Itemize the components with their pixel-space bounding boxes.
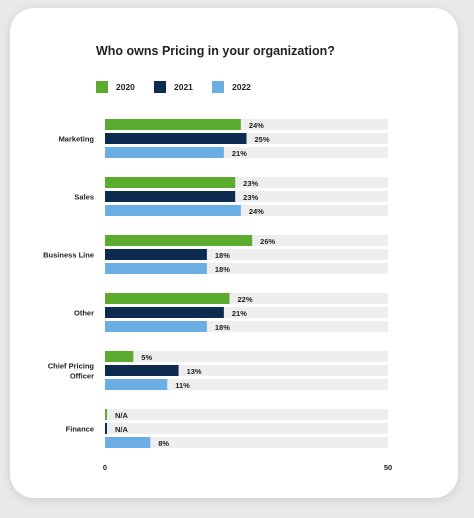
data-label-business-line-2020: 26%: [260, 237, 275, 246]
data-label-finance-2022: 8%: [158, 439, 169, 448]
bar-track-business-line-2022: [105, 263, 388, 274]
bar-finance-2020: [105, 409, 107, 420]
bar-track-finance-2020: [105, 409, 388, 420]
bar-track-marketing-2020: [105, 119, 388, 130]
bar-track-sales-2021: [105, 191, 388, 202]
bar-track-chief-pricing-officer-2020: [105, 351, 388, 362]
bar-chief-pricing-officer-2020: [105, 351, 134, 362]
bar-track-marketing-2022: [105, 147, 388, 158]
x-tick-label-1: 50: [384, 463, 392, 472]
legend-swatch-2020: [96, 81, 108, 93]
category-label-business-line: Business Line: [43, 251, 94, 260]
bar-other-2020: [105, 293, 230, 304]
data-label-chief-pricing-officer-2020: 5%: [141, 353, 152, 362]
category-label-chief-pricing-officer: Chief Pricing Officer: [48, 362, 95, 381]
bar-track-other-2020: [105, 293, 388, 304]
bar-track-other-2021: [105, 307, 388, 318]
bar-chief-pricing-officer-2022: [105, 379, 168, 390]
bar-marketing-2022: [105, 147, 224, 158]
legend-label-2020: 2020: [116, 82, 135, 92]
bar-sales-2022: [105, 205, 241, 216]
x-tick-label-0: 0: [103, 463, 107, 472]
category-label-marketing: Marketing: [59, 135, 95, 144]
bar-track-sales-2020: [105, 177, 388, 188]
legend-label-2021: 2021: [174, 82, 193, 92]
bar-business-line-2020: [105, 235, 253, 246]
data-label-business-line-2021: 18%: [215, 251, 230, 260]
data-label-chief-pricing-officer-2021: 13%: [187, 367, 202, 376]
bar-other-2022: [105, 321, 207, 332]
data-label-sales-2021: 23%: [243, 193, 258, 202]
chart-title: Who owns Pricing in your organization?: [96, 44, 335, 58]
data-label-finance-2020: N/A: [115, 411, 129, 420]
bar-track-sales-2022: [105, 205, 388, 216]
bar-finance-2021: [105, 423, 107, 434]
bar-marketing-2020: [105, 119, 241, 130]
legend-swatch-2022: [212, 81, 224, 93]
bar-chief-pricing-officer-2021: [105, 365, 179, 376]
bar-sales-2020: [105, 177, 236, 188]
bar-track-finance-2021: [105, 423, 388, 434]
data-label-chief-pricing-officer-2022: 11%: [175, 381, 190, 390]
data-label-sales-2022: 24%: [249, 207, 264, 216]
data-label-marketing-2021: 25%: [255, 135, 270, 144]
bar-track-finance-2022: [105, 437, 388, 448]
bar-sales-2021: [105, 191, 236, 202]
bar-track-chief-pricing-officer-2021: [105, 365, 388, 376]
data-label-sales-2020: 23%: [243, 179, 258, 188]
bar-marketing-2021: [105, 133, 247, 144]
category-label-sales: Sales: [74, 193, 94, 202]
data-label-other-2022: 18%: [215, 323, 230, 332]
bar-business-line-2021: [105, 249, 207, 260]
bar-finance-2022: [105, 437, 151, 448]
data-label-other-2021: 21%: [232, 309, 247, 318]
bar-track-chief-pricing-officer-2022: [105, 379, 388, 390]
bar-track-business-line-2021: [105, 249, 388, 260]
category-label-finance: Finance: [66, 425, 94, 434]
data-label-marketing-2020: 24%: [249, 121, 264, 130]
category-label-other: Other: [74, 309, 94, 318]
data-label-finance-2021: N/A: [115, 425, 129, 434]
legend-swatch-2021: [154, 81, 166, 93]
legend-label-2022: 2022: [232, 82, 251, 92]
data-label-business-line-2022: 18%: [215, 265, 230, 274]
data-label-marketing-2022: 21%: [232, 149, 247, 158]
bar-business-line-2022: [105, 263, 207, 274]
bar-track-other-2022: [105, 321, 388, 332]
data-label-other-2020: 22%: [238, 295, 253, 304]
bar-other-2021: [105, 307, 224, 318]
